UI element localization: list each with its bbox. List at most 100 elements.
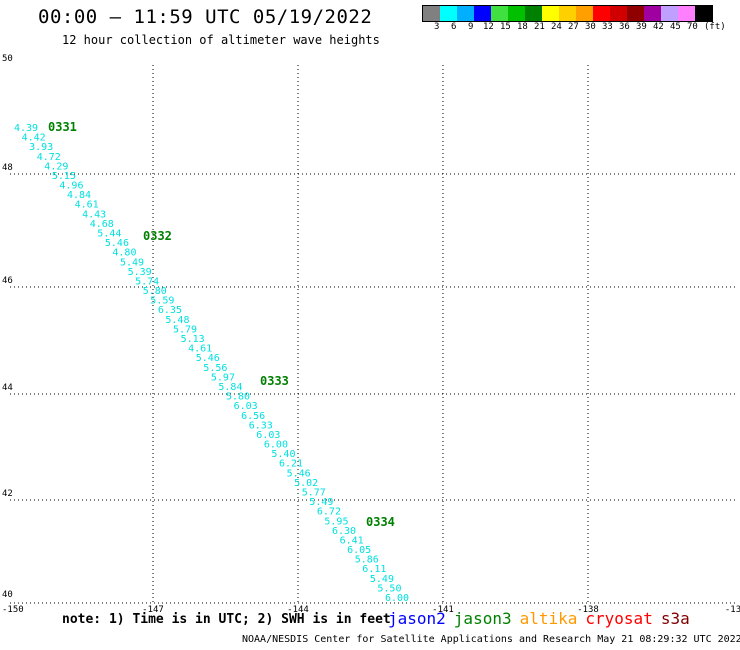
grid-lines bbox=[10, 65, 735, 604]
axis-labels: 50 48 46 44 42 40 -150 -147 -144 -141 -138 -13 bbox=[2, 54, 740, 615]
color-swatch bbox=[661, 6, 678, 21]
color-swatch bbox=[525, 6, 542, 21]
wave-height-label: 4.84 bbox=[67, 190, 91, 201]
wave-height-label: 4.61 bbox=[75, 200, 99, 211]
wave-height-label: 5.97 bbox=[211, 372, 235, 383]
latitude-label: 44 bbox=[2, 383, 13, 393]
latitude-label: 48 bbox=[2, 163, 13, 173]
wave-height-label: 4.29 bbox=[44, 161, 68, 172]
legend-entry: jason2 bbox=[388, 609, 446, 628]
pass-time-label: 0332 bbox=[143, 229, 172, 243]
latitude-label: 46 bbox=[2, 276, 13, 286]
wave-height-label: 5.02 bbox=[294, 478, 318, 489]
color-swatch bbox=[644, 6, 661, 21]
color-scale-label: 6 bbox=[451, 22, 457, 32]
wave-height-label: 6.33 bbox=[249, 420, 273, 431]
color-scale-labels: 3 6 9 12 15 18 21 24 27 30 33 36 39 42 45 70 (ft) bbox=[422, 22, 740, 34]
note-text: note: 1) Time is in UTC; 2) SWH is in fe… bbox=[62, 612, 391, 627]
wave-height-label: 5.79 bbox=[173, 324, 197, 335]
color-swatch bbox=[457, 6, 474, 21]
color-swatch bbox=[678, 6, 695, 21]
wave-height-label: 6.41 bbox=[340, 535, 364, 546]
wave-height-label: 5.44 bbox=[97, 229, 121, 240]
latitude-label: 50 bbox=[2, 54, 13, 64]
wave-height-label: 6.11 bbox=[362, 564, 386, 575]
color-swatch bbox=[610, 6, 627, 21]
wave-height-label: 6.21 bbox=[279, 459, 303, 470]
wave-height-label: 5.13 bbox=[181, 334, 205, 345]
map-title: 00:00 – 11:59 UTC 05/19/2022 bbox=[38, 6, 373, 28]
wave-height-label: 6.72 bbox=[317, 507, 341, 518]
color-swatch bbox=[491, 6, 508, 21]
wave-height-label: 6.03 bbox=[234, 401, 258, 412]
latitude-label: 42 bbox=[2, 489, 13, 499]
color-swatch bbox=[627, 6, 644, 21]
wave-height-label: 4.96 bbox=[59, 181, 83, 192]
color-swatch bbox=[508, 6, 525, 21]
wave-height-label: 4.72 bbox=[37, 152, 61, 163]
legend-entry: jason3 bbox=[453, 609, 512, 628]
wave-height-label: 5.80 bbox=[143, 286, 167, 297]
color-scale-label: 33 bbox=[602, 22, 613, 32]
wave-height-label: 5.15 bbox=[52, 171, 76, 182]
color-scale-label: 12 bbox=[483, 22, 494, 32]
wave-height-label: 3.93 bbox=[29, 142, 53, 153]
color-scale-label: 39 bbox=[636, 22, 647, 32]
color-swatch bbox=[440, 6, 457, 21]
color-swatch bbox=[593, 6, 610, 21]
color-scale-label: 70 bbox=[687, 22, 698, 32]
map-subtitle: 12 hour collection of altimeter wave hei… bbox=[62, 33, 380, 47]
legend-entry: cryosat bbox=[585, 609, 653, 628]
color-swatch bbox=[474, 6, 491, 21]
color-scale-bar bbox=[422, 5, 713, 22]
color-scale-label: 24 bbox=[551, 22, 562, 32]
longitude-label: -144 bbox=[287, 605, 309, 615]
wave-height-label: 5.49 bbox=[309, 497, 333, 508]
color-swatch bbox=[559, 6, 576, 21]
wave-height-label: 4.68 bbox=[90, 219, 114, 230]
longitude-label: -150 bbox=[2, 605, 24, 615]
color-scale-label: 42 bbox=[653, 22, 664, 32]
color-scale-label: 21 bbox=[534, 22, 545, 32]
wave-height-label: 5.56 bbox=[203, 363, 227, 374]
wave-height-label: 5.86 bbox=[355, 555, 379, 566]
color-scale-label: 36 bbox=[619, 22, 630, 32]
wave-height-label: 6.00 bbox=[264, 440, 288, 451]
pass-time-label: 0333 bbox=[260, 374, 289, 388]
color-swatch bbox=[695, 6, 712, 21]
color-swatch bbox=[576, 6, 593, 21]
longitude-label: -13 bbox=[725, 605, 740, 615]
color-swatch bbox=[423, 6, 440, 21]
wave-height-label: 5.74 bbox=[135, 277, 159, 288]
longitude-label: -141 bbox=[432, 605, 454, 615]
color-scale-label: 30 bbox=[585, 22, 596, 32]
pass-time-label: 0331 bbox=[48, 120, 77, 134]
wave-height-label: 5.59 bbox=[150, 296, 174, 307]
color-scale-label: 45 bbox=[670, 22, 681, 32]
wave-height-label: 4.43 bbox=[82, 209, 106, 220]
wave-height-label: 5.49 bbox=[120, 257, 144, 268]
wave-height-label: 5.95 bbox=[324, 516, 348, 527]
color-scale-label: 3 bbox=[434, 22, 440, 32]
color-scale-label: 9 bbox=[468, 22, 474, 32]
wave-height-label: 4.61 bbox=[188, 344, 212, 355]
wave-height-label: 5.49 bbox=[370, 574, 394, 585]
satellite-track: 4.394.423.934.724.295.154.964.844.614.43… bbox=[14, 120, 409, 604]
wave-height-label: 4.39 bbox=[14, 123, 38, 134]
wave-height-label: 5.48 bbox=[165, 315, 189, 326]
wave-height-label: 6.03 bbox=[256, 430, 280, 441]
wave-height-label: 5.46 bbox=[287, 468, 311, 479]
legend-entry: s3a bbox=[660, 609, 690, 628]
wave-height-label: 6.56 bbox=[241, 411, 265, 422]
wave-height-label: 5.39 bbox=[128, 267, 152, 278]
color-scale-label: 15 bbox=[500, 22, 511, 32]
wave-height-label: 6.35 bbox=[158, 305, 182, 316]
wave-height-label: 5.50 bbox=[377, 583, 401, 594]
color-scale-label: 27 bbox=[568, 22, 579, 32]
wave-height-label: 5.46 bbox=[105, 238, 129, 249]
latitude-label: 40 bbox=[2, 590, 13, 600]
wave-height-label: 6.00 bbox=[385, 593, 409, 604]
footer-credit: NOAA/NESDIS Center for Satellite Applica… bbox=[242, 634, 740, 645]
legend-entry: altika bbox=[519, 609, 578, 628]
color-scale-label: 18 bbox=[517, 22, 528, 32]
